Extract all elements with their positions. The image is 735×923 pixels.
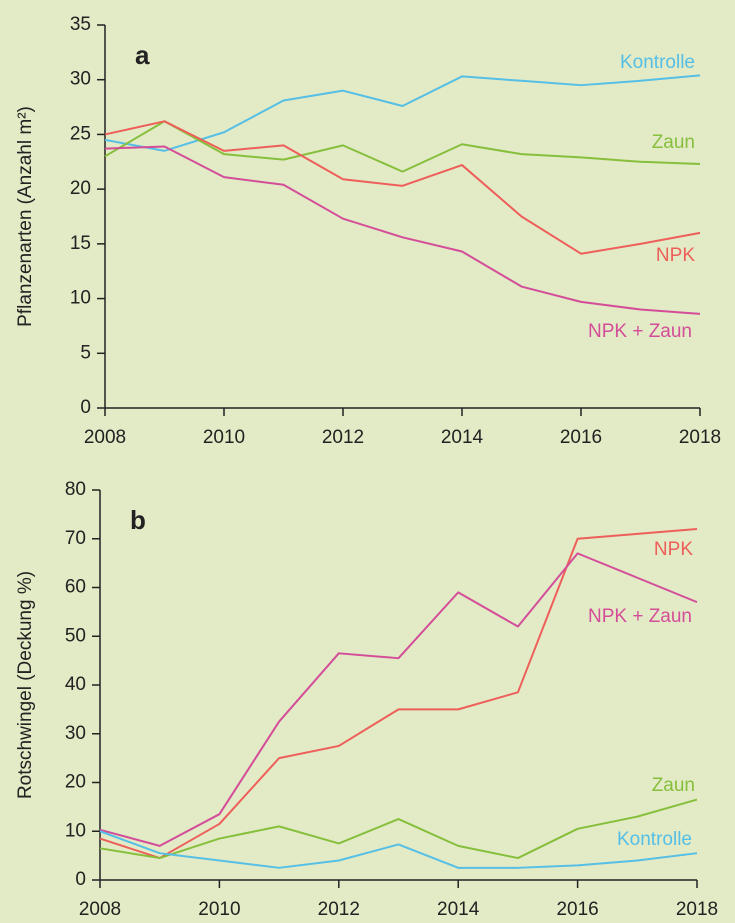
y-tick-label: 35	[70, 14, 91, 35]
y-tick-label: 80	[65, 479, 86, 500]
y-tick-label: 0	[75, 869, 86, 890]
y-tick-label: 5	[80, 342, 91, 363]
series-line	[99, 830, 698, 869]
series-label: Zaun	[652, 132, 695, 153]
x-tick-label: 2010	[203, 427, 245, 448]
y-axis-label: Rotschwingel (Deckung %)	[15, 571, 36, 799]
x-tick-label: 2008	[84, 427, 126, 448]
series-line	[104, 120, 701, 173]
y-tick-label: 20	[70, 178, 91, 199]
y-tick-label: 10	[65, 820, 86, 841]
y-tick-label: 20	[65, 772, 86, 793]
series-line	[99, 528, 698, 860]
series-label: NPK + Zaun	[588, 606, 692, 627]
y-tick-label: 0	[80, 397, 91, 418]
x-tick-label: 2012	[318, 899, 360, 920]
y-tick-label: 30	[65, 723, 86, 744]
series-label: NPK	[656, 245, 695, 266]
series-line	[104, 120, 701, 255]
y-tick-label: 10	[70, 288, 91, 309]
series-label: Kontrolle	[617, 829, 692, 850]
x-tick-label: 2014	[437, 899, 480, 920]
x-tick-label: 2012	[322, 427, 364, 448]
y-tick-label: 70	[65, 528, 86, 549]
y-tick-label: 60	[65, 577, 86, 598]
y-tick-label: 40	[65, 674, 86, 695]
y-tick-label: 30	[70, 69, 91, 90]
x-tick-label: 2016	[560, 427, 602, 448]
panel-label: b	[130, 505, 146, 535]
x-tick-label: 2010	[198, 899, 240, 920]
x-tick-label: 2008	[79, 899, 121, 920]
series-label: Kontrolle	[620, 52, 695, 73]
x-tick-label: 2014	[441, 427, 484, 448]
y-tick-label: 50	[65, 625, 86, 646]
y-axis-label: Pflanzenarten (Anzahl m²)	[15, 106, 36, 327]
x-tick-label: 2016	[556, 899, 598, 920]
series-line	[99, 798, 698, 860]
series-line	[99, 552, 698, 847]
series-label: NPK + Zaun	[588, 321, 692, 342]
panel-label: a	[135, 40, 150, 70]
series-line	[104, 145, 701, 315]
y-tick-label: 25	[70, 123, 91, 144]
x-tick-label: 2018	[679, 427, 721, 448]
x-tick-label: 2018	[676, 899, 718, 920]
y-tick-label: 15	[70, 233, 91, 254]
series-label: NPK	[654, 539, 693, 560]
series-label: Zaun	[652, 775, 695, 796]
series-line	[104, 74, 701, 152]
